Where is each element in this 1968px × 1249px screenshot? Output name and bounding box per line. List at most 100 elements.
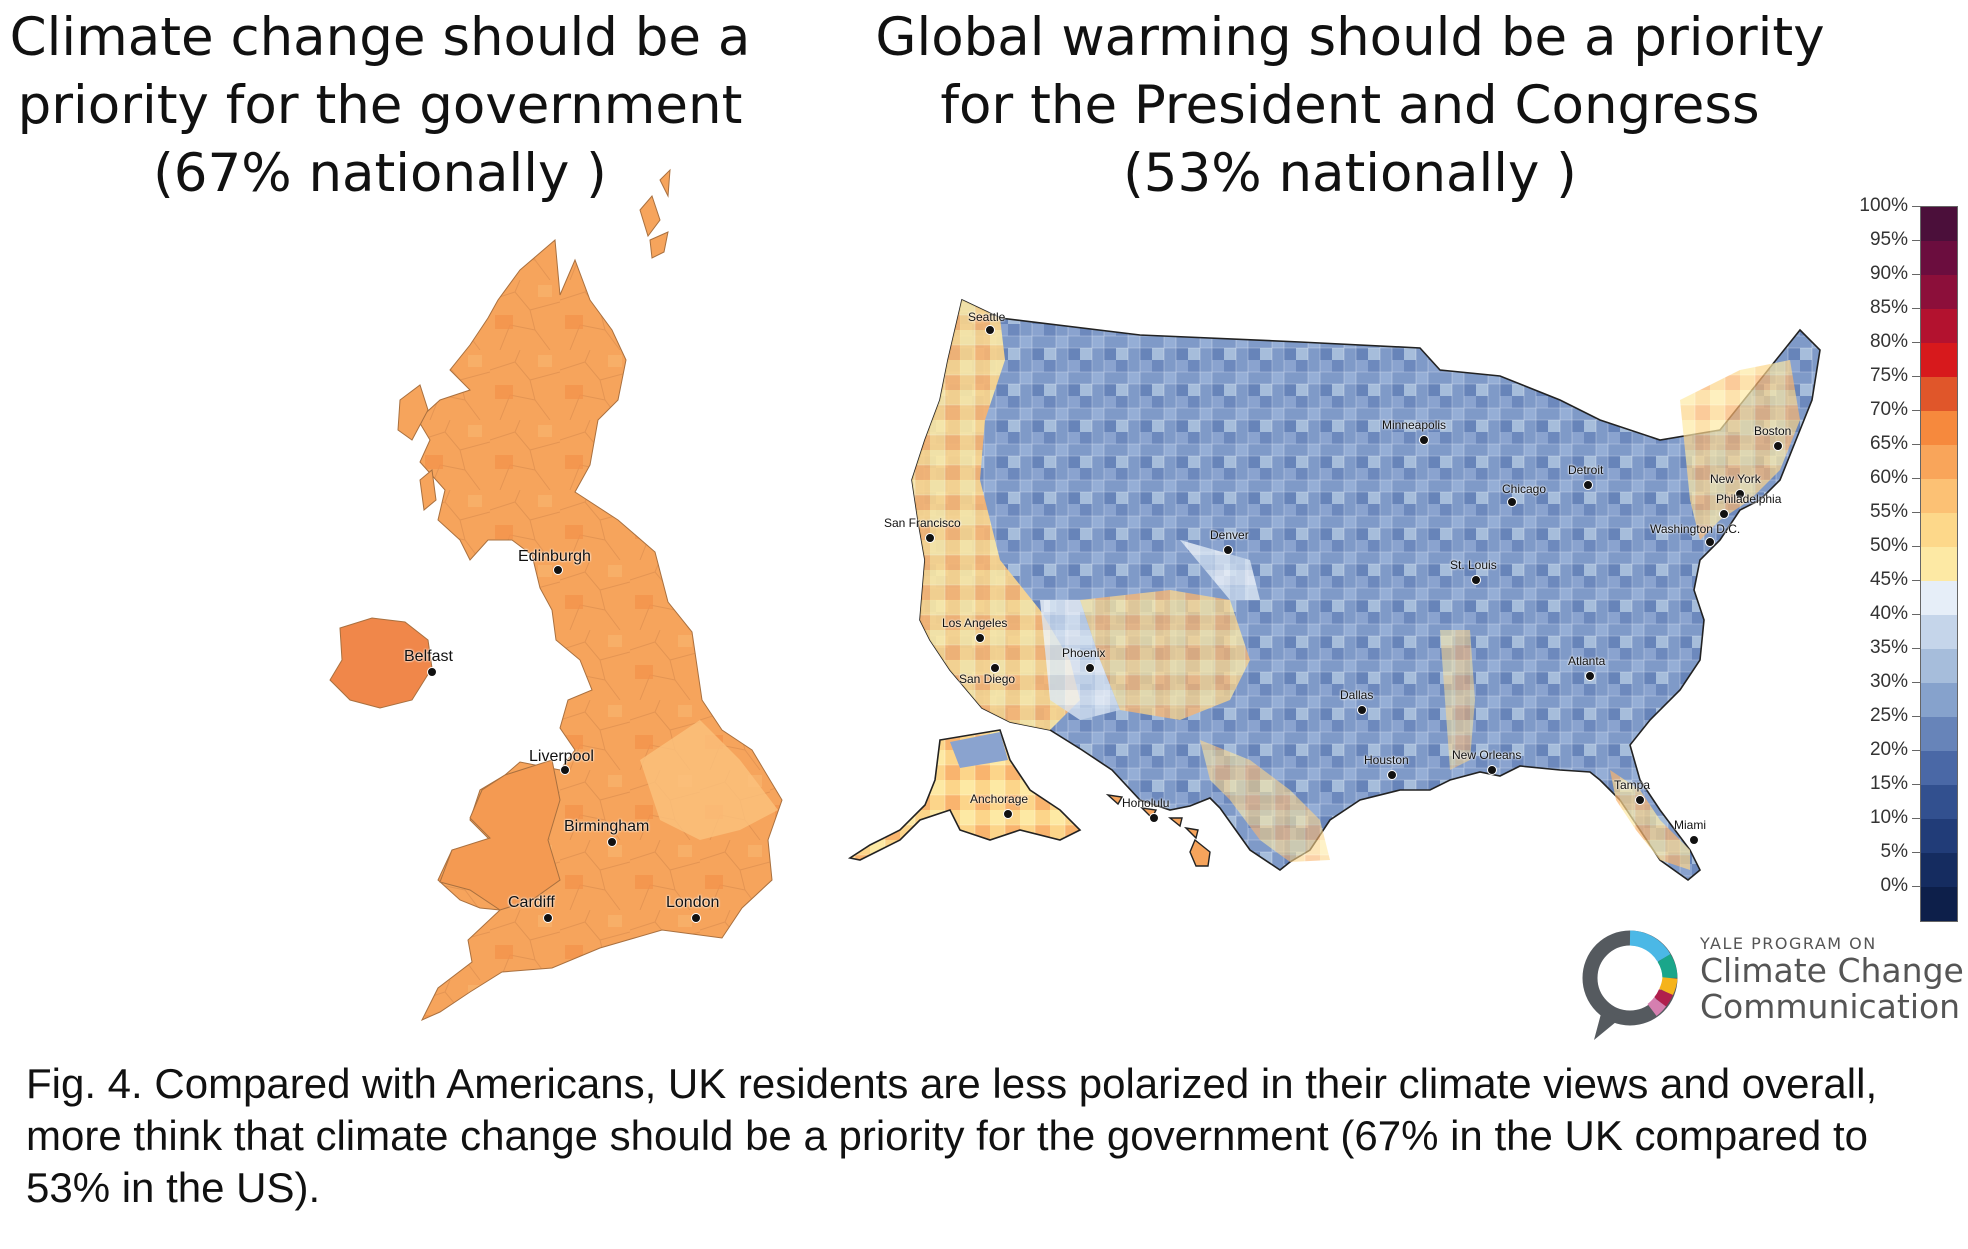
legend-tick-label: 85% bbox=[1818, 298, 1920, 318]
legend-color-step bbox=[1921, 887, 1957, 921]
city-label: Anchorage bbox=[970, 792, 1029, 806]
legend-color-step bbox=[1921, 343, 1957, 377]
city-marker-icon bbox=[1635, 795, 1645, 805]
us-alaska-shape bbox=[847, 729, 1082, 861]
uk-title-line: priority for the government bbox=[17, 75, 743, 136]
city-label: Honolulu bbox=[1122, 796, 1170, 810]
legend-color-step bbox=[1921, 717, 1957, 751]
city-label: Atlanta bbox=[1568, 654, 1606, 668]
uk-southeast-lighter-region bbox=[640, 720, 778, 840]
city-marker-icon bbox=[985, 325, 995, 335]
city-marker-icon bbox=[925, 533, 935, 543]
us-contiguous-shape bbox=[911, 298, 1821, 882]
city-marker-icon bbox=[427, 667, 437, 677]
legend-tick-label: 5% bbox=[1818, 842, 1920, 862]
legend-color-step bbox=[1921, 751, 1957, 785]
legend-tick-label: 90% bbox=[1818, 264, 1920, 284]
city-marker-icon bbox=[1085, 663, 1095, 673]
legend-tick-label: 70% bbox=[1818, 400, 1920, 420]
legend-tick-label: 0% bbox=[1818, 876, 1920, 896]
legend-tick-label: 35% bbox=[1818, 638, 1920, 658]
city-label: New Orleans bbox=[1452, 748, 1522, 762]
uk-wales-shape bbox=[439, 759, 561, 911]
city-label: Chicago bbox=[1502, 482, 1547, 496]
legend-color-bar bbox=[1920, 206, 1958, 922]
city-label: Boston bbox=[1754, 424, 1792, 438]
city-label: San Francisco bbox=[884, 516, 961, 530]
city-marker-icon bbox=[607, 837, 617, 847]
city-label: Denver bbox=[1210, 528, 1249, 542]
legend-color-step bbox=[1921, 309, 1957, 343]
uk-map-title: Climate change should be a priority for … bbox=[0, 4, 760, 208]
city-label: Miami bbox=[1674, 818, 1706, 832]
legend-color-step bbox=[1921, 241, 1957, 275]
city-label: Edinburgh bbox=[518, 548, 591, 565]
city-label: Philadelphia bbox=[1716, 492, 1782, 506]
city-marker-icon bbox=[1507, 497, 1517, 507]
legend-tick-label: 55% bbox=[1818, 502, 1920, 522]
legend-tick-label: 95% bbox=[1818, 230, 1920, 250]
city-label: St. Louis bbox=[1450, 558, 1497, 572]
city-label: New York bbox=[1710, 472, 1761, 486]
us-title-line: for the President and Congress bbox=[940, 75, 1760, 136]
legend-color-step bbox=[1921, 411, 1957, 445]
legend-color-step bbox=[1921, 581, 1957, 615]
uk-great-britain-shape bbox=[417, 238, 783, 1022]
legend-tick-label: 25% bbox=[1818, 706, 1920, 726]
us-west-coast-warm-band bbox=[912, 300, 1080, 730]
city-marker-icon bbox=[560, 765, 570, 775]
city-label: Birmingham bbox=[564, 818, 650, 835]
us-florida-warm-region bbox=[1610, 770, 1690, 870]
legend-color-step bbox=[1921, 479, 1957, 513]
yale-logo: YALE PROGRAM ON Climate Change Communica… bbox=[1572, 920, 1964, 1050]
city-marker-icon bbox=[1583, 480, 1593, 490]
city-marker-icon bbox=[1471, 575, 1481, 585]
city-label: Phoenix bbox=[1062, 646, 1106, 660]
city-label: San Diego bbox=[959, 672, 1016, 686]
city-label: Cardiff bbox=[508, 894, 555, 911]
city-marker-icon bbox=[543, 913, 553, 923]
city-label: Houston bbox=[1364, 753, 1409, 767]
caption-label: Fig. 4 bbox=[26, 1060, 132, 1107]
city-marker-icon bbox=[1689, 835, 1699, 845]
legend-tick-label: 10% bbox=[1818, 808, 1920, 828]
us-southwest-warm-region bbox=[1080, 590, 1250, 720]
city-label: Belfast bbox=[404, 648, 453, 665]
city-label: Los Angeles bbox=[942, 616, 1008, 630]
city-label: Seattle bbox=[968, 310, 1006, 324]
us-title-line: (53% nationally ) bbox=[1123, 143, 1577, 204]
uk-orkney-shetland-shape bbox=[639, 168, 671, 259]
logo-line-3: Communication bbox=[1700, 987, 1961, 1026]
legend-color-step bbox=[1921, 785, 1957, 819]
city-label: Minneapolis bbox=[1382, 418, 1447, 432]
us-southwest-light-region bbox=[1040, 540, 1260, 720]
legend-color-step bbox=[1921, 615, 1957, 649]
legend-tick-label: 60% bbox=[1818, 468, 1920, 488]
legend-tick-label: 40% bbox=[1818, 604, 1920, 624]
legend-tick-label: 15% bbox=[1818, 774, 1920, 794]
legend-color-step bbox=[1921, 377, 1957, 411]
city-label: London bbox=[666, 894, 720, 911]
city-label: Liverpool bbox=[529, 748, 594, 765]
us-mississippi-warm-band bbox=[1440, 630, 1475, 770]
uk-hebrides-shape bbox=[397, 384, 437, 511]
legend-tick-label: 20% bbox=[1818, 740, 1920, 760]
us-northeast-warm-region bbox=[1680, 360, 1800, 540]
city-label: Tampa bbox=[1614, 778, 1651, 792]
city-marker-icon bbox=[975, 633, 985, 643]
logo-ring-icon bbox=[1582, 930, 1678, 1040]
legend-color-step bbox=[1921, 819, 1957, 853]
legend-tick-label: 80% bbox=[1818, 332, 1920, 352]
city-marker-icon bbox=[1357, 705, 1367, 715]
legend-color-step bbox=[1921, 547, 1957, 581]
city-marker-icon bbox=[1419, 435, 1429, 445]
uk-title-line: (67% nationally ) bbox=[153, 143, 607, 204]
city-marker-icon bbox=[691, 913, 701, 923]
uk-title-line: Climate change should be a bbox=[9, 7, 751, 68]
city-label: Detroit bbox=[1568, 463, 1604, 477]
legend-color-step bbox=[1921, 853, 1957, 887]
us-map-title: Global warming should be a priority for … bbox=[840, 4, 1860, 208]
legend-color-step bbox=[1921, 683, 1957, 717]
city-marker-icon bbox=[1773, 441, 1783, 451]
city-label: Dallas bbox=[1340, 688, 1374, 702]
